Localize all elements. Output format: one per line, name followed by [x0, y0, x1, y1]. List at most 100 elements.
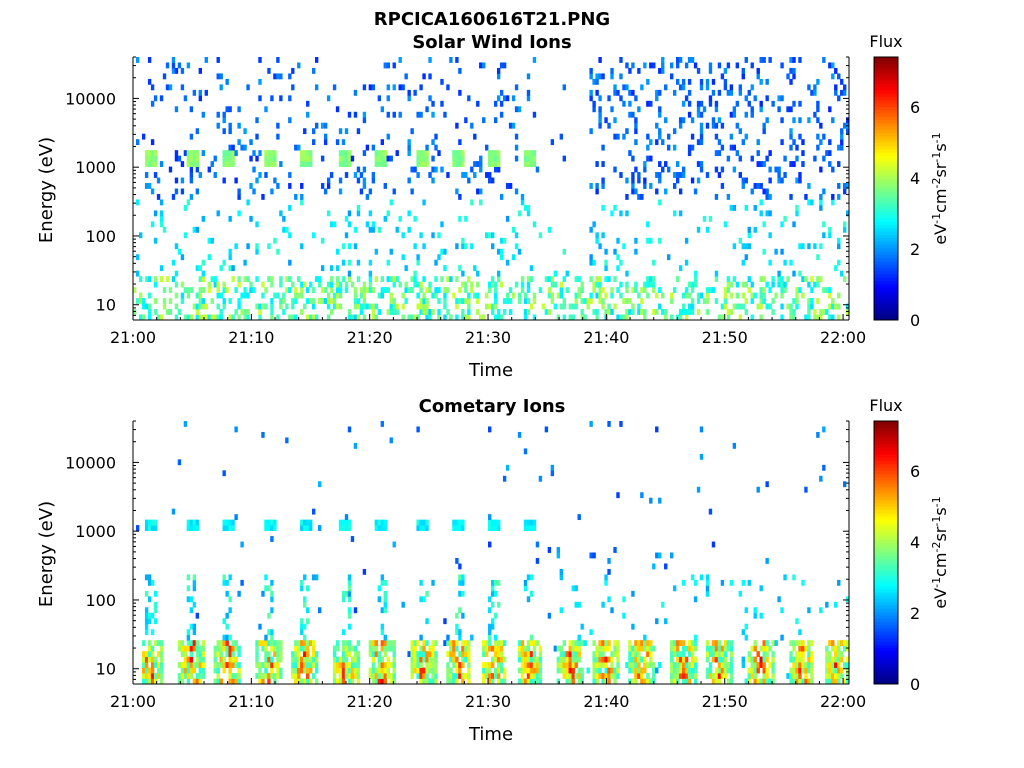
spectrogram-cell — [419, 287, 423, 294]
spectrogram-cell — [505, 95, 510, 102]
spectrogram-cell — [216, 57, 220, 63]
spectrogram-cell — [416, 314, 420, 321]
spectrogram-cell — [413, 89, 417, 96]
spectrogram-cell — [192, 303, 197, 310]
spectrogram-cell — [276, 640, 280, 647]
spectrogram-cell — [747, 287, 751, 294]
colorbar-segment — [874, 165, 898, 170]
spectrogram-cell — [306, 150, 310, 157]
spectrogram-cell — [377, 309, 382, 315]
spectrogram-cell — [514, 106, 519, 113]
spectrogram-cell — [741, 139, 745, 146]
spectrogram-cell — [744, 309, 748, 315]
spectrogram-cell — [219, 314, 223, 321]
spectrogram-cell — [335, 645, 340, 652]
spectrogram-cell — [452, 155, 456, 162]
spectrogram-cell — [144, 590, 149, 597]
x-tick-label: 22:00 — [820, 692, 866, 711]
spectrogram-cell — [496, 150, 501, 157]
spectrogram-cell — [374, 651, 379, 658]
spectrogram-cell — [401, 601, 405, 608]
spectrogram-cell — [756, 161, 760, 167]
spectrogram-cell — [756, 303, 760, 310]
spectrogram-cell — [595, 232, 599, 239]
spectrogram-cell — [753, 640, 757, 647]
spectrogram-cell — [556, 547, 561, 553]
spectrogram-cell — [356, 640, 361, 647]
spectrogram-cell — [189, 177, 194, 184]
spectrogram-cell — [222, 645, 226, 652]
spectrogram-cell — [452, 651, 456, 658]
spectrogram-cell — [607, 645, 611, 652]
spectrogram-cell — [141, 303, 146, 310]
colorbar-segment — [874, 496, 898, 501]
y-tick-label: 10000 — [65, 453, 116, 472]
spectrogram-cell — [502, 95, 507, 102]
colorbar-segment — [874, 545, 898, 550]
spectrogram-cell — [532, 292, 537, 299]
spectrogram-cell — [255, 645, 259, 652]
spectrogram-cell — [159, 662, 164, 668]
spectrogram-cell — [520, 276, 525, 283]
spectrogram-cell — [675, 640, 680, 647]
spectrogram-cell — [407, 314, 411, 321]
spectrogram-cell — [535, 557, 540, 564]
spectrogram-cell — [374, 525, 379, 531]
spectrogram-cell — [598, 106, 602, 113]
spectrogram-cell — [511, 292, 516, 299]
spectrogram-cell — [300, 623, 304, 630]
spectrogram-cell — [288, 232, 292, 239]
y-axis-label: Energy (eV) — [36, 501, 57, 607]
colorbar-segment — [874, 112, 898, 117]
spectrogram-cell — [837, 579, 841, 586]
spectrogram-cell — [389, 303, 393, 310]
spectrogram-cell — [816, 276, 820, 283]
spectrogram-cell — [637, 67, 641, 74]
spectrogram-cell — [464, 243, 468, 250]
spectrogram-cell — [464, 314, 468, 321]
spectrogram-cell — [186, 161, 191, 167]
spectrogram-cell — [431, 111, 435, 118]
spectrogram-cell — [834, 662, 838, 668]
spectrogram-cell — [264, 667, 268, 674]
spectrogram-cell — [658, 67, 662, 74]
colorbar-segment — [874, 460, 898, 465]
spectrogram-cell — [514, 281, 519, 288]
spectrogram-cell — [317, 525, 322, 531]
spectrogram-cell — [699, 128, 704, 135]
spectrogram-cell — [628, 111, 632, 118]
spectrogram-cell — [222, 662, 226, 668]
spectrogram-cell — [237, 106, 241, 113]
spectrogram-cell — [267, 629, 271, 636]
spectrogram-cell — [288, 117, 292, 124]
spectrogram-cell — [192, 574, 197, 581]
spectrogram-cell — [416, 673, 420, 679]
spectrogram-cell — [219, 656, 223, 663]
spectrogram-cell — [491, 243, 495, 250]
spectrogram-cell — [297, 667, 301, 674]
spectrogram-cell — [577, 634, 581, 641]
spectrogram-cell — [670, 552, 674, 559]
spectrogram-cell — [380, 276, 384, 283]
spectrogram-cell — [383, 678, 387, 685]
spectrogram-cell — [652, 563, 656, 570]
spectrogram-cell — [759, 298, 763, 304]
spectrogram-cell — [684, 662, 689, 668]
spectrogram-cell — [607, 309, 611, 315]
spectrogram-cell — [344, 525, 349, 531]
spectrogram-cell — [320, 183, 325, 189]
colorbar-segment — [874, 158, 898, 163]
spectrogram-cell — [622, 596, 626, 603]
spectrogram-cell — [198, 95, 203, 102]
spectrogram-cell — [264, 172, 268, 178]
spectrogram-cell — [425, 303, 429, 310]
spectrogram-cell — [607, 421, 611, 427]
spectrogram-cell — [410, 667, 414, 674]
spectrogram-cell — [267, 678, 271, 685]
spectrogram-cell — [234, 243, 238, 250]
spectrogram-cell — [335, 678, 340, 685]
spectrogram-cell — [428, 667, 432, 674]
colorbar-segment — [874, 605, 898, 609]
panel-title: Solar Wind Ions — [412, 32, 571, 53]
spectrogram-cell — [147, 596, 152, 603]
